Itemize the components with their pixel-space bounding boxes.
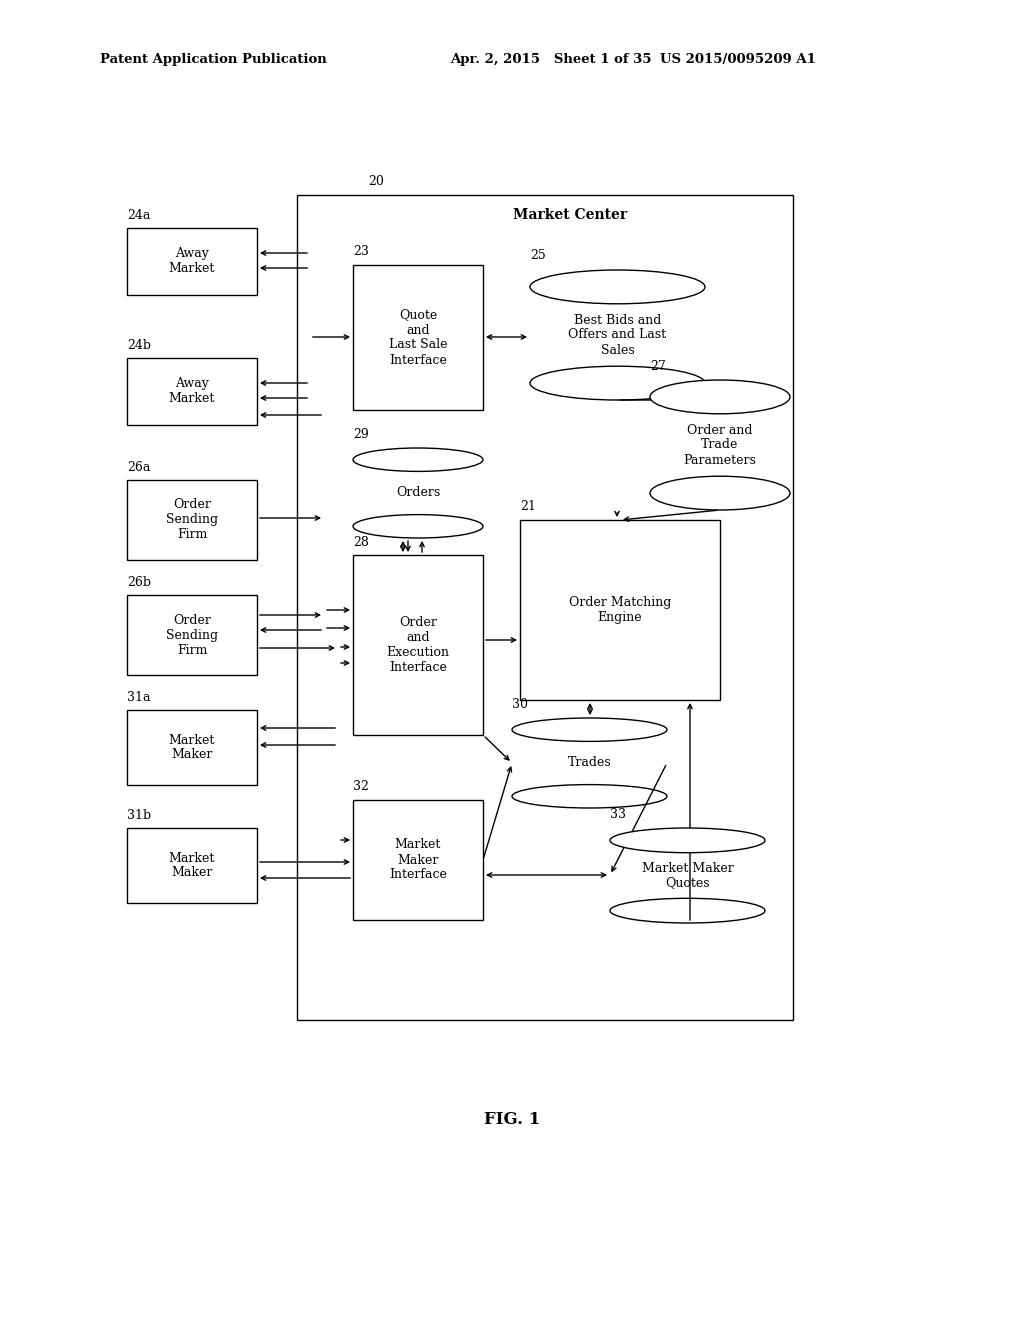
Bar <box>127 480 257 560</box>
Text: Market
Maker: Market Maker <box>169 851 215 879</box>
Text: Market Maker
Quotes: Market Maker Quotes <box>642 862 733 890</box>
Polygon shape <box>610 841 765 911</box>
Text: 26a: 26a <box>127 461 151 474</box>
Ellipse shape <box>512 784 667 808</box>
Ellipse shape <box>650 477 790 510</box>
Text: Orders: Orders <box>396 487 440 499</box>
Bar <box>353 800 483 920</box>
Text: 23: 23 <box>353 246 369 257</box>
Text: Away
Market: Away Market <box>169 378 215 405</box>
Text: 26b: 26b <box>127 576 151 589</box>
Text: FIG. 1: FIG. 1 <box>484 1111 540 1129</box>
Text: 24a: 24a <box>127 209 151 222</box>
Bar <box>127 595 257 675</box>
Ellipse shape <box>512 718 667 742</box>
Text: Order Matching
Engine: Order Matching Engine <box>568 597 671 624</box>
Ellipse shape <box>610 828 765 853</box>
Text: Trades: Trades <box>567 756 611 770</box>
Ellipse shape <box>530 271 705 304</box>
Text: Quote
and
Last Sale
Interface: Quote and Last Sale Interface <box>389 309 447 367</box>
Bar <box>353 554 483 735</box>
Bar <box>127 710 257 785</box>
Ellipse shape <box>353 515 483 539</box>
Ellipse shape <box>650 380 790 413</box>
Bar <box>127 828 257 903</box>
Text: 21: 21 <box>520 500 536 513</box>
Ellipse shape <box>353 447 483 471</box>
Text: Order
Sending
Firm: Order Sending Firm <box>166 614 218 656</box>
Text: 28: 28 <box>353 536 369 549</box>
Text: 29: 29 <box>353 428 369 441</box>
Text: 31a: 31a <box>127 690 151 704</box>
Bar <box>297 195 793 1020</box>
Text: US 2015/0095209 A1: US 2015/0095209 A1 <box>660 54 816 66</box>
Text: Order and
Trade
Parameters: Order and Trade Parameters <box>684 424 757 466</box>
Polygon shape <box>512 730 667 796</box>
Text: Patent Application Publication: Patent Application Publication <box>100 54 327 66</box>
Text: 30: 30 <box>512 698 528 711</box>
Text: Market
Maker: Market Maker <box>169 734 215 762</box>
Bar <box>353 265 483 411</box>
Polygon shape <box>650 397 790 494</box>
Bar <box>127 228 257 294</box>
Text: Market Center: Market Center <box>513 209 627 222</box>
Bar <box>520 520 720 700</box>
Text: 25: 25 <box>530 249 546 261</box>
Text: 24b: 24b <box>127 339 151 352</box>
Ellipse shape <box>610 899 765 923</box>
Text: 31b: 31b <box>127 809 152 822</box>
Text: Order
Sending
Firm: Order Sending Firm <box>166 499 218 541</box>
Text: 27: 27 <box>650 360 666 374</box>
Text: 33: 33 <box>610 808 626 821</box>
Text: Away
Market: Away Market <box>169 248 215 276</box>
Ellipse shape <box>530 366 705 400</box>
Text: Order
and
Execution
Interface: Order and Execution Interface <box>386 616 450 675</box>
Bar <box>127 358 257 425</box>
Text: Apr. 2, 2015   Sheet 1 of 35: Apr. 2, 2015 Sheet 1 of 35 <box>450 54 651 66</box>
Text: 32: 32 <box>353 780 369 793</box>
Polygon shape <box>353 459 483 527</box>
Polygon shape <box>530 286 705 383</box>
Text: Market
Maker
Interface: Market Maker Interface <box>389 838 446 882</box>
Text: Best Bids and
Offers and Last
Sales: Best Bids and Offers and Last Sales <box>568 314 667 356</box>
Text: 20: 20 <box>368 176 384 187</box>
